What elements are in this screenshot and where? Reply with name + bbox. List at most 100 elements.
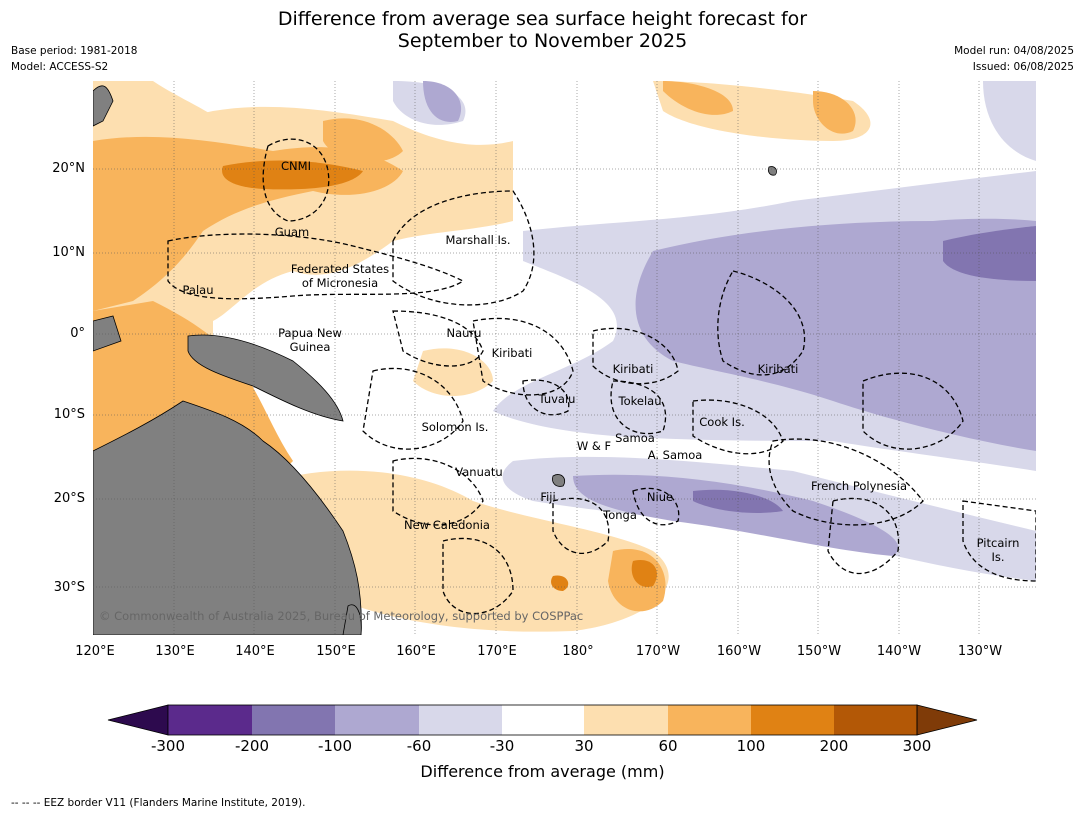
lat-label: 30°S: [53, 580, 85, 595]
chart-title: Difference from average sea surface heig…: [0, 8, 1085, 52]
eez-border: [472, 317, 574, 396]
title-line-2: September to November 2025: [397, 30, 688, 52]
colorbar-segment: [168, 705, 252, 735]
meta-right: Model run: 04/08/2025 Issued: 06/08/2025: [954, 43, 1074, 75]
anomaly-region: [93, 81, 233, 141]
graticule: [93, 81, 1036, 635]
place-label: Kiribati: [757, 362, 799, 376]
place-label: Tonga: [603, 508, 637, 522]
colorbar-segment: [335, 705, 419, 735]
borneo-land: [93, 315, 122, 352]
map-panel: [93, 81, 1036, 635]
eez-borders: [167, 138, 1036, 614]
colorbar-extend-high: [916, 704, 978, 736]
lat-label: 0°: [70, 326, 85, 341]
eez-border: [592, 327, 679, 385]
place-label: Nauru: [446, 326, 482, 340]
lat-label: 20°N: [52, 161, 85, 176]
place-label: A. Samoa: [647, 448, 703, 462]
place-label: Tuvalu: [538, 392, 576, 406]
anomaly-region: [413, 348, 493, 396]
australia-land: [93, 400, 362, 635]
eez-border: [692, 399, 784, 455]
place-label: Fiji: [540, 490, 556, 504]
fiji-land: [552, 474, 566, 487]
eez-border: [442, 537, 514, 614]
negative-anomaly-field: [393, 81, 1036, 581]
landmasses: [93, 85, 777, 635]
lon-label: 140°E: [235, 644, 275, 659]
place-label: Kiribati: [612, 362, 654, 376]
eez-border: [552, 497, 610, 554]
place-label: Vanuatu: [455, 465, 503, 479]
place-label: Guinea: [289, 340, 331, 354]
eez-border: [962, 500, 1036, 582]
anomaly-region: [813, 91, 856, 134]
colorbar-segment: [502, 705, 584, 735]
anomaly-region: [573, 474, 899, 556]
lon-label: 160°W: [716, 644, 762, 659]
colorbar-segment: [419, 705, 502, 735]
eez-border: [827, 497, 900, 574]
place-label: Federated States: [290, 262, 390, 276]
anomaly-region: [631, 560, 657, 587]
colorbar-segment: [584, 705, 668, 735]
eez-border: [392, 457, 484, 526]
eez-border: [362, 367, 464, 450]
copyright-notice: © Commonwealth of Australia 2025, Bureau…: [99, 609, 584, 623]
place-label: of Micronesia: [301, 276, 379, 290]
model-name: Model: ACCESS-S2: [11, 61, 109, 73]
place-label: Marshall Is.: [445, 233, 511, 247]
colorbar-segment: [751, 705, 834, 735]
place-label: Papua New: [278, 326, 342, 340]
place-label: New Caledonia: [404, 518, 490, 532]
colorbar-segment: [668, 705, 751, 735]
eez-border: [522, 379, 570, 416]
lon-label: 170°E: [477, 644, 517, 659]
lon-label: 180°: [562, 644, 594, 659]
eez-border: [632, 487, 680, 526]
lon-label: 160°E: [396, 644, 436, 659]
colorbar-tick: 30: [574, 737, 594, 755]
eez-footnote: -- -- -- EEZ border V11 (Flanders Marine…: [11, 797, 306, 809]
meta-left: Base period: 1981-2018 Model: ACCESS-S2: [11, 43, 137, 75]
colorbar-tick: 100: [736, 737, 766, 755]
place-label: French Polynesia: [810, 479, 908, 493]
lon-label: 150°W: [796, 644, 842, 659]
philippines-land: [93, 85, 114, 127]
anomaly-region: [635, 218, 1036, 451]
place-label: Is.: [991, 550, 1005, 564]
eez-border: [862, 372, 964, 450]
place-label: W & F: [576, 439, 612, 453]
colorbar-title: Difference from average (mm): [420, 762, 665, 781]
place-label: Solomon Is.: [421, 420, 489, 434]
anomaly-region: [983, 81, 1036, 161]
colorbar-tick: -100: [317, 737, 353, 755]
anomaly-region: [663, 81, 733, 115]
place-label: Cook Is.: [699, 415, 745, 429]
lon-label: 170°W: [635, 644, 681, 659]
title-line-1: Difference from average sea surface heig…: [277, 8, 808, 30]
place-label: Niue: [646, 490, 674, 504]
eez-border: [717, 270, 806, 376]
eez-border: [167, 233, 465, 300]
anomaly-region: [323, 118, 403, 162]
anomaly-region: [271, 470, 669, 632]
place-label: Pitcairn: [976, 536, 1020, 550]
colorbar-tick: 200: [819, 737, 849, 755]
eez-border: [610, 380, 667, 435]
colorbar-tick: -30: [489, 737, 515, 755]
colorbar-tick: -200: [234, 737, 270, 755]
lat-label: 20°S: [53, 491, 85, 506]
colorbar-outline: [167, 704, 918, 736]
lon-label: 150°E: [316, 644, 356, 659]
place-label: Tokelau: [618, 394, 662, 408]
eez-border: [262, 138, 330, 222]
lat-label: 10°N: [52, 245, 85, 260]
new-zealand-land: [342, 604, 362, 635]
place-label: Guam: [274, 225, 310, 239]
place-label: Samoa: [615, 431, 655, 445]
eez-border: [768, 438, 924, 526]
eez-border: [392, 190, 535, 306]
lon-label: 120°E: [75, 644, 115, 659]
